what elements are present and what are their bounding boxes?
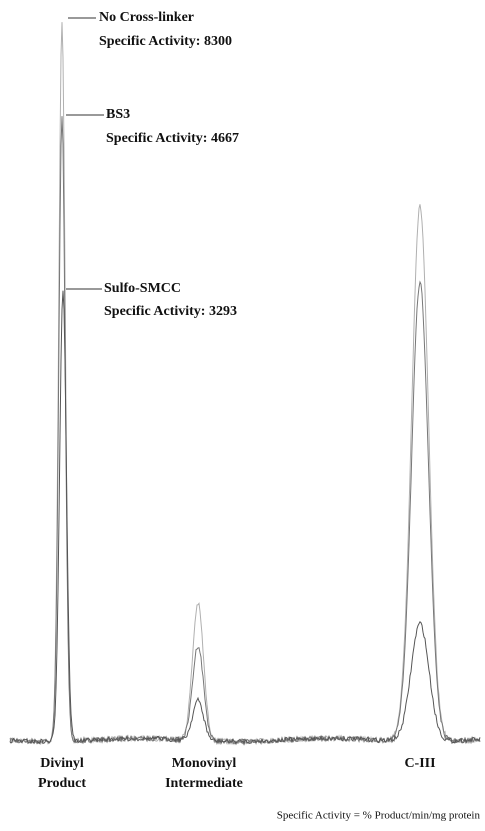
peak-label: C-III — [404, 756, 435, 771]
trace — [9, 22, 481, 746]
activity-label: Specific Activity: — [99, 34, 200, 49]
activity-label: Specific Activity: — [104, 304, 205, 319]
footnote: Specific Activity = % Product/min/mg pro… — [277, 810, 481, 822]
peak-label: Monovinyl — [172, 756, 237, 771]
activity-value: 4667 — [211, 131, 239, 146]
trace — [9, 290, 481, 746]
annotation-activity: Specific Activity: 4667 — [106, 131, 239, 146]
peak-label: Intermediate — [165, 776, 243, 791]
trace — [9, 116, 481, 746]
activity-value: 3293 — [209, 304, 237, 319]
annotation-activity: Specific Activity: 3293 — [104, 304, 237, 319]
annotation-name: No Cross-linker — [99, 10, 194, 25]
peak-label: Divinyl — [40, 756, 84, 771]
traces — [9, 22, 481, 746]
annotation-name: Sulfo-SMCC — [104, 281, 181, 296]
activity-label: Specific Activity: — [106, 131, 207, 146]
annotation-activity: Specific Activity: 8300 — [99, 34, 232, 49]
activity-value: 8300 — [204, 34, 232, 49]
peak-label: Product — [38, 776, 86, 791]
annotation-name: BS3 — [106, 107, 130, 122]
